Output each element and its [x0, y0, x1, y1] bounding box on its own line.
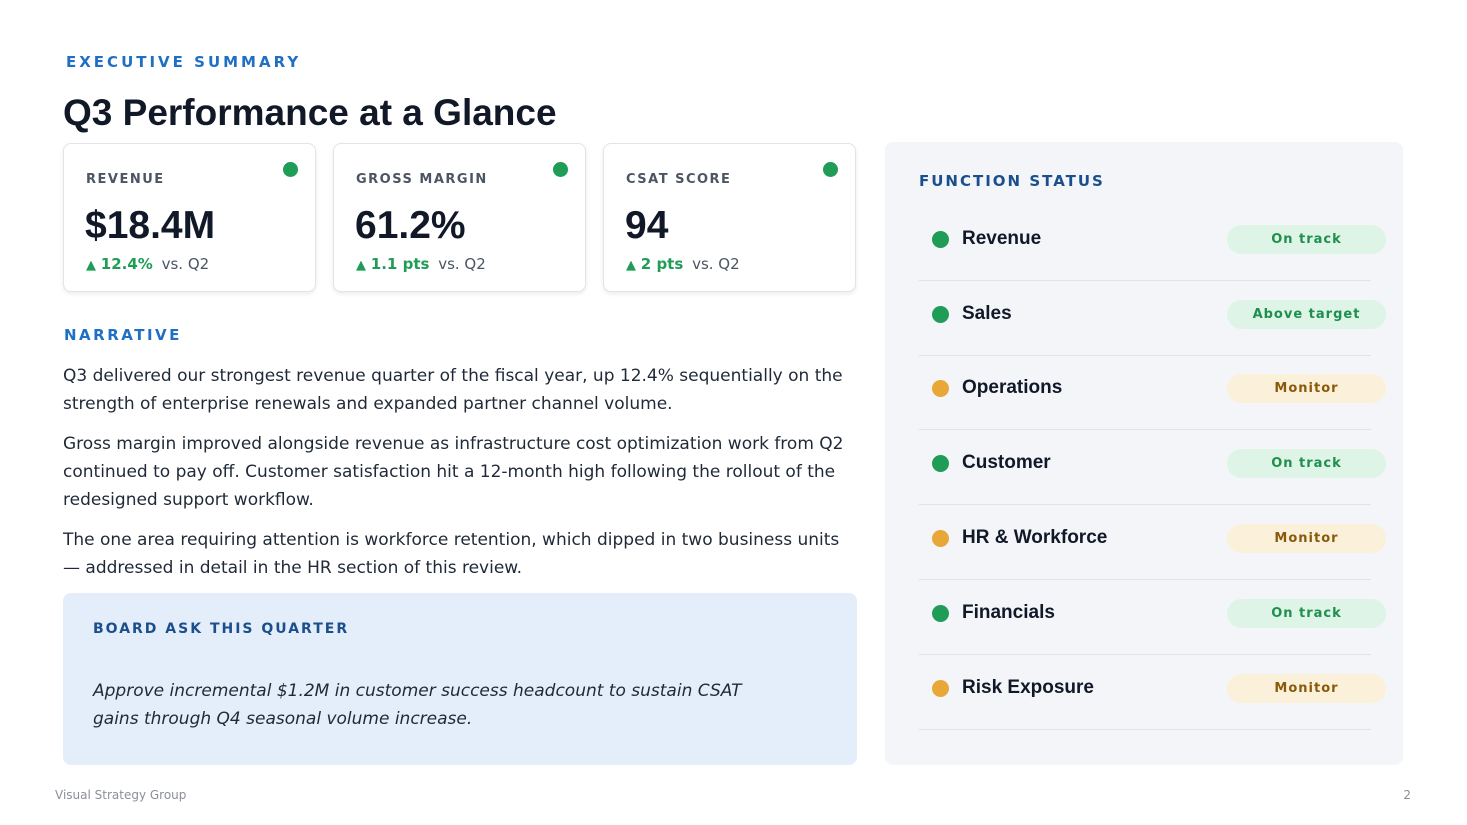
- status-dot-icon: [932, 680, 949, 697]
- status-row-sales: Sales Above target: [919, 281, 1386, 356]
- narrative-paragraph: Q3 delivered our strongest revenue quart…: [63, 366, 843, 414]
- function-status-panel: FUNCTION STATUS Revenue On track Sales A…: [885, 142, 1403, 765]
- narrative-paragraph: The one area requiring attention is work…: [63, 530, 840, 578]
- function-name: Customer: [962, 452, 1051, 473]
- status-dot-icon: [932, 380, 949, 397]
- kpi-value: 61.2%: [355, 204, 466, 247]
- status-badge: Monitor: [1227, 674, 1386, 703]
- function-name: Risk Exposure: [962, 677, 1094, 698]
- page-title: Q3 Performance at a Glance: [63, 92, 557, 133]
- kpi-value: $18.4M: [85, 204, 216, 247]
- delta-comparison: vs. Q2: [438, 255, 486, 273]
- status-row-customer: Customer On track: [919, 430, 1386, 505]
- kpi-card-revenue: REVENUE $18.4M ▲ 12.4% vs. Q2: [63, 143, 316, 292]
- kpi-label: GROSS MARGIN: [356, 172, 488, 187]
- narrative-heading: NARRATIVE: [64, 326, 182, 344]
- board-ask-callout: BOARD ASK THIS QUARTER Approve increment…: [63, 593, 857, 765]
- status-dot-icon: [823, 162, 838, 177]
- up-arrow-icon: ▲: [86, 258, 96, 273]
- up-arrow-icon: ▲: [356, 258, 366, 273]
- function-name: Financials: [962, 602, 1055, 623]
- section-eyebrow: EXECUTIVE SUMMARY: [66, 53, 302, 71]
- status-dot-icon: [932, 530, 949, 547]
- status-row-operations: Operations Monitor: [919, 355, 1386, 430]
- status-badge: On track: [1227, 225, 1386, 254]
- status-row-revenue: Revenue On track: [919, 206, 1386, 281]
- delta-value: 2 pts: [640, 255, 684, 273]
- up-arrow-icon: ▲: [626, 258, 636, 273]
- status-badge: On track: [1227, 449, 1386, 478]
- kpi-card-gross-margin: GROSS MARGIN 61.2% ▲ 1.1 pts vs. Q2: [333, 143, 586, 292]
- kpi-delta: ▲ 2 pts vs. Q2: [626, 255, 740, 273]
- kpi-delta: ▲ 1.1 pts vs. Q2: [356, 255, 486, 273]
- delta-value: 1.1 pts: [370, 255, 430, 273]
- kpi-label: CSAT SCORE: [626, 172, 732, 187]
- status-dot-icon: [932, 455, 949, 472]
- status-dot-icon: [932, 605, 949, 622]
- status-dot-icon: [553, 162, 568, 177]
- board-ask-text: Approve incremental $1.2M in customer su…: [93, 681, 742, 729]
- status-badge: Above target: [1227, 300, 1386, 329]
- narrative-body: Q3 delivered our strongest revenue quart…: [63, 362, 853, 594]
- footer-company: Visual Strategy Group: [55, 788, 187, 802]
- status-row-hr-workforce: HR & Workforce Monitor: [919, 505, 1386, 580]
- status-dot-icon: [283, 162, 298, 177]
- status-badge: Monitor: [1227, 524, 1386, 553]
- page-number: 2: [1403, 788, 1411, 802]
- function-name: Operations: [962, 377, 1063, 398]
- narrative-paragraph: Gross margin improved alongside revenue …: [63, 434, 844, 510]
- status-badge: Monitor: [1227, 374, 1386, 403]
- function-name: Revenue: [962, 228, 1042, 249]
- status-row-financials: Financials On track: [919, 580, 1386, 655]
- function-status-title: FUNCTION STATUS: [919, 172, 1105, 190]
- function-name: HR & Workforce: [962, 527, 1108, 548]
- delta-comparison: vs. Q2: [692, 255, 740, 273]
- status-badge: On track: [1227, 599, 1386, 628]
- status-dot-icon: [932, 306, 949, 323]
- kpi-delta: ▲ 12.4% vs. Q2: [86, 255, 209, 273]
- board-ask-title: BOARD ASK THIS QUARTER: [93, 621, 350, 637]
- status-dot-icon: [932, 231, 949, 248]
- kpi-card-csat: CSAT SCORE 94 ▲ 2 pts vs. Q2: [603, 143, 856, 292]
- status-row-risk-exposure: Risk Exposure Monitor: [919, 655, 1386, 730]
- delta-comparison: vs. Q2: [161, 255, 210, 273]
- kpi-label: REVENUE: [86, 172, 165, 187]
- delta-value: 12.4%: [100, 255, 153, 273]
- kpi-value: 94: [625, 204, 669, 247]
- function-name: Sales: [962, 303, 1012, 324]
